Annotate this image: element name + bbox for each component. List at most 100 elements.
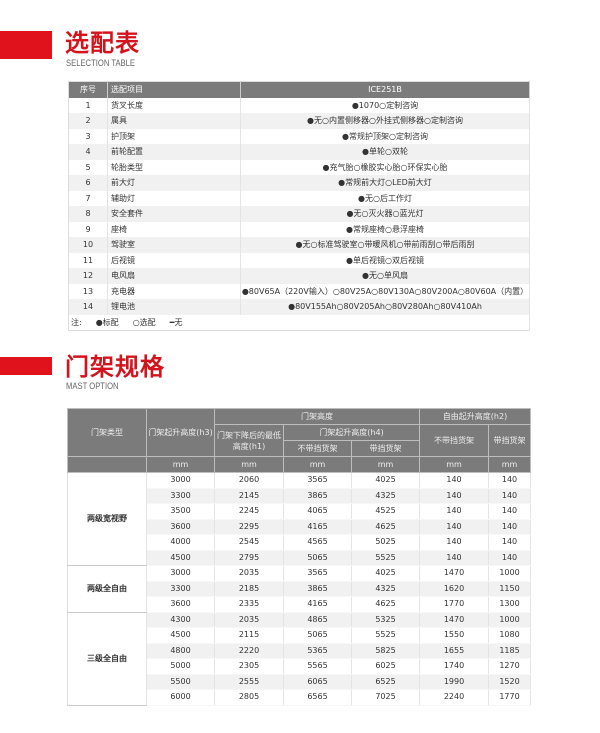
section-marker	[0, 31, 52, 59]
mast-value: 1470	[419, 565, 489, 582]
mast-value: 140	[419, 534, 489, 551]
mast-value: 5525	[351, 550, 420, 566]
mast-value: 2145	[214, 488, 284, 504]
table-row: 13 充电器 ●80V65A（220V输入）○80V25A○80V130A○80V2…	[68, 283, 530, 299]
mast-value: 3300	[146, 581, 215, 597]
option-item: 轮胎类型	[107, 159, 241, 175]
table-row: 5500 2555 6065 6525 1990 1520	[68, 674, 531, 690]
unit: mm	[419, 456, 489, 473]
table-row: 7 辅助灯 ●无○后工作灯	[68, 190, 530, 206]
mast-value: 2545	[214, 534, 284, 551]
legend-note-cell: 注: ●标配 ○选配 ━无	[68, 314, 530, 331]
mast-value: 1770	[419, 596, 489, 613]
mast-value: 5065	[283, 627, 352, 644]
row-number: 7	[68, 190, 108, 206]
section-subtitle: SELECTION TABLE	[66, 58, 136, 68]
unit: mm	[283, 456, 352, 473]
option-values: ●常规前大灯○LED前大灯	[240, 175, 530, 191]
option-item: 辅助灯	[107, 190, 241, 206]
option-item: 驾驶室	[107, 237, 241, 253]
option-item: 锂电池	[107, 299, 241, 315]
mast-value: 7025	[351, 689, 420, 706]
mast-value: 6025	[351, 658, 420, 675]
mast-value: 140	[488, 488, 531, 504]
mast-value: 1770	[488, 689, 531, 706]
col-header: 门架起升高度(h3)	[146, 408, 215, 457]
legend-label: 注:	[71, 317, 82, 327]
mast-value: 4865	[283, 612, 352, 628]
mast-value: 3000	[146, 565, 215, 582]
row-number: 9	[68, 221, 108, 237]
mast-value: 140	[419, 550, 489, 566]
row-number: 1	[68, 97, 108, 113]
mast-value: 3565	[283, 472, 352, 489]
mast-value: 5825	[351, 643, 420, 659]
mast-value: 3865	[283, 488, 352, 504]
mast-value: 2220	[214, 643, 284, 659]
mast-value: 2555	[214, 674, 284, 690]
col-header: 选配项目	[107, 81, 241, 98]
mast-value: 2305	[214, 658, 284, 675]
option-values: ●单后视镜○双后视镜	[240, 252, 530, 268]
legend-note: 注: ●标配 ○选配 ━无	[68, 314, 530, 331]
option-values: ●无○灭火器○蓝光灯	[240, 206, 530, 222]
table-row: 3500 2245 4065 4525 140 140	[68, 503, 531, 520]
row-number: 2	[68, 113, 108, 129]
section-subtitle: MAST OPTION	[66, 381, 119, 391]
mast-value: 1000	[488, 565, 531, 582]
mast-value: 4025	[351, 565, 420, 582]
unit: mm	[146, 456, 215, 473]
mast-value: 1300	[488, 596, 531, 613]
mast-value: 2795	[214, 550, 284, 566]
table-row: 6 前大灯 ●常规前大灯○LED前大灯	[68, 175, 530, 191]
table-row: 6000 2805 6565 7025 2240 1770	[68, 689, 531, 706]
mast-value: 1655	[419, 643, 489, 659]
table-row: 3300 2185 3865 4325 1620 1150	[68, 581, 531, 597]
row-number: 14	[68, 299, 108, 315]
mast-value: 1990	[419, 674, 489, 690]
table-row: 3 护顶架 ●常规护顶架○定制咨询	[68, 128, 530, 144]
mast-value: 4300	[146, 612, 215, 628]
table-row: 9 座椅 ●常规座椅○悬浮座椅	[68, 221, 530, 237]
mast-value: 6065	[283, 674, 352, 690]
mast-value: 1740	[419, 658, 489, 675]
option-item: 座椅	[107, 221, 241, 237]
mast-value: 5325	[351, 612, 420, 628]
option-item: 充电器	[107, 283, 241, 299]
row-number: 11	[68, 252, 108, 268]
table-row: 4800 2220 5365 5825 1655 1185	[68, 643, 531, 659]
section-marker	[0, 357, 52, 375]
table-row: 两级全自由 3000 2035 3565 4025 1470 1000	[67, 565, 531, 613]
row-number: 4	[68, 144, 108, 160]
table-row: 3600 2295 4165 4625 140 140	[68, 519, 531, 535]
row-number: 6	[68, 175, 108, 191]
selection-table: 序号 选配项目 ICE251B 1 货叉长度 ●1070○定制咨询 2 属具 ●无○内置侧…	[68, 81, 530, 331]
option-values: ●1070○定制咨询	[240, 97, 530, 113]
option-values: ●无○标准驾驶室○带暖风机○带前雨刮○带后雨刮	[240, 237, 530, 253]
mast-value: 1000	[488, 612, 531, 628]
section-title: 选配表	[65, 29, 140, 57]
mast-value: 4525	[351, 503, 420, 520]
mast-value: 4565	[283, 534, 352, 551]
col-header: 门架起升高度(h4)	[283, 424, 420, 441]
mast-value: 2245	[214, 503, 284, 520]
legend-optional: ○选配	[132, 317, 156, 327]
option-values: ●80V65A（220V输入）○80V25A○80V130A○80V200A○8…	[240, 283, 530, 299]
option-item: 属具	[107, 113, 241, 129]
mast-value: 4625	[351, 519, 420, 535]
section-title: 门架规格	[65, 353, 165, 381]
mast-value: 4500	[146, 550, 215, 566]
mast-value: 4025	[351, 472, 420, 489]
mast-value: 1150	[488, 581, 531, 597]
mast-type: 两级宽视野	[67, 472, 147, 566]
mast-table: 门架类型 门架起升高度(h3) 门架高度 自由起升高度(h2) 门架下降后的最低…	[67, 408, 531, 706]
col-header: 门架高度	[214, 408, 420, 425]
mast-value: 6525	[351, 674, 420, 690]
mast-value: 5065	[283, 550, 352, 566]
col-header: 门架下降后的最低高度(h1)	[214, 424, 284, 457]
table-row: 三级全自由 4300 2035 4865 5325 1470 1000	[67, 612, 531, 706]
option-values: ●无○后工作灯	[240, 190, 530, 206]
table-row: 11 后视镜 ●单后视镜○双后视镜	[68, 252, 530, 268]
option-values: ●充气胎○橡胶实心胎○环保实心胎	[240, 159, 530, 175]
mast-value: 4325	[351, 581, 420, 597]
